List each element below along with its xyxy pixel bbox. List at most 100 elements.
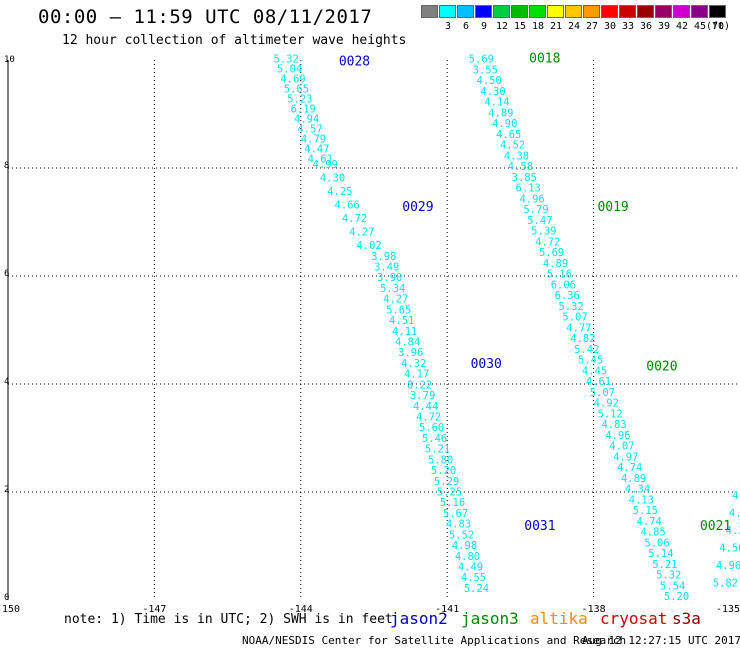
wave-height-value: 5.04 xyxy=(277,64,302,76)
color-scale-label: 30 xyxy=(603,21,617,32)
wave-height-value: 4.72 xyxy=(416,411,441,423)
pass-number-label: 0028 xyxy=(339,54,370,69)
wave-height-value: 5.29 xyxy=(434,476,459,488)
color-swatch xyxy=(637,5,654,18)
wave-height-value: 4.30 xyxy=(320,173,345,185)
color-swatch xyxy=(547,5,564,18)
wave-height-value: 4.27 xyxy=(383,294,408,306)
color-scale-label: 36 xyxy=(639,21,653,32)
wave-height-value: 4.97 xyxy=(613,451,638,463)
wave-height-value: 4.90 xyxy=(716,560,740,572)
wave-height-value: 5.65 xyxy=(386,304,411,316)
color-swatch xyxy=(601,5,618,18)
color-swatch xyxy=(511,5,528,18)
wave-height-value: 4.83 xyxy=(446,519,471,531)
wave-height-value: 5.32 xyxy=(656,570,681,582)
wave-height-value: 5.20 xyxy=(664,591,689,603)
wave-height-value: 5.60 xyxy=(419,422,444,434)
color-swatch xyxy=(529,5,546,18)
color-swatch xyxy=(475,5,492,18)
color-scale-bar xyxy=(421,5,727,18)
wave-height-value: 4.32 xyxy=(401,358,426,370)
x-tick-label: -147 xyxy=(142,604,166,615)
wave-height-value: 5.21 xyxy=(652,559,677,571)
wave-height-value: 4.66 xyxy=(335,200,360,212)
wave-height-value: 4.07 xyxy=(609,441,634,453)
wave-height-value: 3.90 xyxy=(377,272,402,284)
wave-height-value: 4.89 xyxy=(621,473,646,485)
wave-height-value: 4.65 xyxy=(496,129,521,141)
color-scale-labels: 3 6 9 12 15 18 21 24 27 30 33 36 39 42 45 70 xyxy=(421,21,727,32)
color-scale-label: 33 xyxy=(621,21,635,32)
color-swatch xyxy=(673,5,690,18)
x-tick-label: -135 xyxy=(716,604,740,615)
wave-height-value: 5.52 xyxy=(449,529,474,541)
wave-height-value: 4.61 xyxy=(308,154,333,166)
wave-height-value: 5.21 xyxy=(425,444,450,456)
pass-number-label: 0020 xyxy=(646,360,677,375)
wave-height-value: 5.07 xyxy=(562,312,587,324)
pass-number-label: 0029 xyxy=(402,200,433,215)
y-tick-label: 4 xyxy=(4,377,9,387)
footer-credit: NOAA/NESDIS Center for Satellite Applica… xyxy=(242,634,627,647)
wave-height-value: 4.58 xyxy=(508,161,533,173)
y-tick-label: 10 xyxy=(4,55,15,65)
wave-height-value: 3.85 xyxy=(512,172,537,184)
wave-height-value: 5.45 xyxy=(578,355,603,367)
wave-height-value: 4.89 xyxy=(488,107,513,119)
color-scale-label: 24 xyxy=(567,21,581,32)
wave-height-value: 3.49 xyxy=(374,262,399,274)
wave-height-value: 4.44 xyxy=(413,401,438,413)
wave-height-value: 4.1 xyxy=(732,490,740,502)
wave-height-value: 4.92 xyxy=(594,398,619,410)
wave-height-value: 4.98 xyxy=(452,540,477,552)
wave-height-value: 5.67 xyxy=(443,508,468,520)
wave-height-value: 4.57 xyxy=(297,124,322,136)
pass-number-label: 0018 xyxy=(529,52,560,67)
wave-height-value: 4.14 xyxy=(484,97,509,109)
wave-height-value: 4.83 xyxy=(601,419,626,431)
color-scale-label: 12 xyxy=(495,21,509,32)
wave-height-value: 5.16 xyxy=(547,269,572,281)
x-tick-label: -144 xyxy=(289,604,313,615)
wave-height-value: 4.49 xyxy=(458,561,483,573)
color-scale-label: 9 xyxy=(480,21,488,32)
pass-number-label: 0030 xyxy=(471,357,502,372)
color-swatch xyxy=(457,5,474,18)
wave-height-value: 4.13 xyxy=(629,494,654,506)
color-scale-label: 15 xyxy=(513,21,527,32)
wave-height-value: 4.17 xyxy=(404,369,429,381)
pass-number-label: 0019 xyxy=(597,200,628,215)
wave-height-value: 4.02 xyxy=(356,240,381,252)
wave-height-value: 4.94 xyxy=(294,114,319,126)
wave-height-value: 3.96 xyxy=(398,347,423,359)
wave-height-value: 4.56 xyxy=(719,542,740,554)
color-scale-label: 27 xyxy=(585,21,599,32)
wave-height-value: 5.65 xyxy=(284,84,309,96)
color-swatch xyxy=(691,5,708,18)
y-tick-label: 6 xyxy=(4,269,9,279)
color-swatch xyxy=(565,5,582,18)
wave-height-value: 4.45 xyxy=(582,365,607,377)
wave-height-value: 4.52 xyxy=(500,140,525,152)
color-swatch xyxy=(493,5,510,18)
color-swatch xyxy=(583,5,600,18)
wave-height-value: 6.36 xyxy=(555,290,580,302)
wave-height-value: 4.3 xyxy=(729,507,740,519)
x-tick-label: -150 xyxy=(0,604,20,615)
legend-cryosat: cryosat xyxy=(600,609,668,628)
legend-jason2: jason2 xyxy=(390,609,448,628)
wave-height-value: 5.69 xyxy=(539,247,564,259)
wave-height-value: 4.72 xyxy=(535,236,560,248)
wave-height-value: 5.07 xyxy=(590,387,615,399)
pass-number-label: 0031 xyxy=(524,519,555,534)
wave-height-value: 3.79 xyxy=(410,390,435,402)
color-scale-label: 39 xyxy=(657,21,671,32)
wave-height-value: 6.13 xyxy=(516,183,541,195)
color-scale-label: 18 xyxy=(531,21,545,32)
wave-height-value: 4.34 xyxy=(625,484,650,496)
color-scale-label: 42 xyxy=(675,21,689,32)
wave-height-value: 4.96 xyxy=(519,193,544,205)
wave-height-value: 5.54 xyxy=(660,580,685,592)
wave-height-value: 4.99 xyxy=(313,159,338,171)
